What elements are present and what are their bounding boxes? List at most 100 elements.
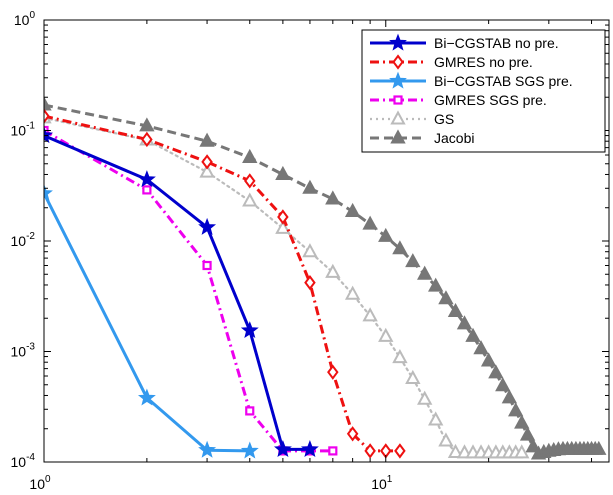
data-point — [514, 444, 530, 459]
data-point — [199, 163, 215, 178]
legend-item: Jacobi — [370, 129, 474, 146]
legend-box — [361, 29, 606, 153]
data-point — [501, 389, 518, 404]
data-point — [325, 190, 341, 205]
data-point — [44, 96, 52, 111]
data-point — [525, 438, 541, 453]
data-point — [447, 443, 464, 458]
data-point — [378, 327, 394, 342]
data-point — [456, 315, 473, 330]
data-point — [378, 227, 394, 242]
data-point — [302, 179, 318, 194]
data-point — [438, 290, 454, 305]
legend-marker — [393, 95, 403, 105]
legend-marker — [389, 33, 407, 51]
series-1 — [44, 108, 406, 459]
y-tick-base: 10 — [11, 454, 27, 470]
data-point — [428, 277, 444, 292]
data-point — [480, 352, 497, 367]
data-point — [362, 215, 378, 230]
y-tick-base: 10 — [11, 233, 27, 249]
data-point — [447, 302, 464, 318]
data-point — [508, 402, 524, 417]
data-point — [438, 432, 454, 447]
y-tick-label: 10-2 — [11, 231, 36, 249]
data-point — [591, 440, 607, 455]
x-tick-base: 10 — [29, 476, 45, 492]
data-point — [405, 253, 421, 268]
data-point — [275, 165, 291, 180]
y-tick-base: 10 — [11, 123, 27, 139]
y-tick-exponent: -2 — [26, 231, 35, 242]
data-point — [394, 443, 406, 459]
series-layer — [44, 96, 607, 460]
x-tick-base: 10 — [371, 476, 387, 492]
data-point — [302, 243, 318, 258]
data-point — [277, 209, 289, 225]
legend-item: GMRES no pre. — [370, 54, 533, 70]
data-point — [44, 108, 50, 124]
data-point — [328, 446, 338, 456]
data-point — [495, 377, 511, 392]
y-tick-base: 10 — [11, 344, 27, 360]
data-point — [139, 117, 155, 132]
y-tick-exponent: -3 — [26, 342, 35, 353]
data-point — [240, 441, 259, 459]
x-tick-exponent: 1 — [387, 474, 393, 485]
legend-marker — [390, 110, 406, 125]
x-tick-label: 100 — [29, 474, 51, 492]
data-point — [473, 340, 489, 355]
data-point — [417, 390, 433, 405]
data-point — [519, 426, 536, 441]
legend-label: GS — [434, 111, 454, 127]
x-tick-label: 101 — [371, 474, 393, 492]
data-point — [465, 327, 481, 342]
data-point — [202, 260, 212, 271]
data-point — [514, 414, 530, 429]
data-point — [142, 185, 152, 195]
data-point — [198, 217, 217, 235]
data-point — [405, 369, 421, 384]
y-tick-exponent: 0 — [29, 10, 35, 21]
x-tick-exponent: 0 — [45, 474, 51, 485]
data-point — [44, 126, 53, 144]
data-point — [417, 265, 433, 280]
data-point — [300, 439, 319, 458]
data-point — [325, 263, 341, 278]
data-point — [137, 170, 156, 188]
legend-label: GMRES no pre. — [434, 54, 533, 70]
series-0 — [44, 126, 319, 458]
legend-item: GMRES SGS pre. — [370, 92, 547, 108]
y-tick-exponent: -4 — [26, 452, 35, 463]
legend-marker — [389, 71, 407, 89]
legend-marker — [392, 54, 404, 70]
data-point — [240, 321, 259, 339]
legend-item: GS — [370, 110, 454, 127]
series-2 — [44, 183, 259, 459]
data-point — [137, 388, 156, 406]
data-point — [244, 173, 256, 189]
data-point — [44, 183, 53, 201]
y-tick-base: 10 — [14, 12, 30, 28]
data-point — [428, 411, 444, 426]
y-tick-label: 10-4 — [11, 452, 36, 470]
series-4 — [44, 109, 530, 459]
series-5 — [44, 96, 607, 460]
legend-item: Bi−CGSTAB SGS pre. — [370, 71, 573, 89]
data-point — [392, 240, 408, 255]
legend-marker — [390, 129, 406, 144]
data-point — [245, 406, 255, 416]
data-point — [242, 192, 258, 207]
legend-label: Bi−CGSTAB SGS pre. — [434, 73, 573, 89]
data-point — [304, 274, 316, 291]
data-point — [346, 426, 359, 442]
data-point — [141, 131, 153, 148]
y-tick-label: 10-3 — [11, 342, 36, 360]
data-point — [198, 440, 217, 458]
data-point — [273, 439, 292, 458]
y-tick-label: 100 — [14, 10, 36, 28]
data-point — [242, 148, 258, 163]
data-point — [199, 132, 215, 147]
